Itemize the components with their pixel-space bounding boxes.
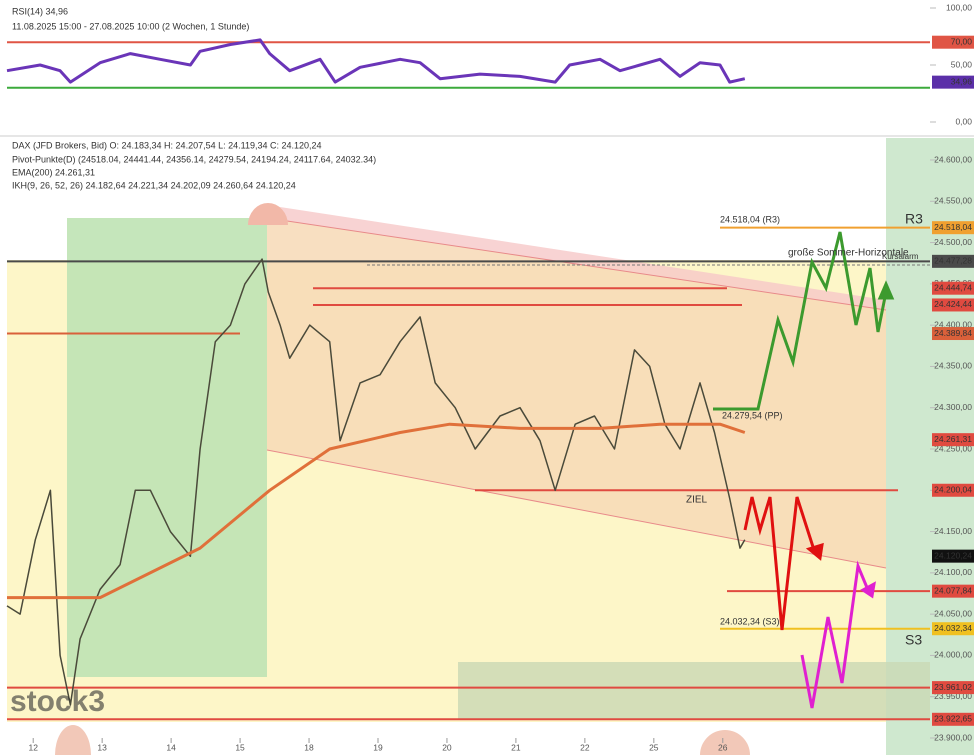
level-tag [932, 254, 974, 268]
legend-entry: 11.08.2025 15:00 - 27.08.2025 10:00 (2 W… [12, 21, 249, 31]
green-box [67, 218, 267, 677]
level-tag [932, 35, 974, 49]
x-tick-label: 13 [97, 742, 107, 752]
level-tag-label: 24.261,31 [934, 434, 972, 444]
level-tag [932, 221, 974, 235]
y-tick-label: 100,00 [946, 2, 972, 12]
y-tick-label: 0,00 [955, 116, 972, 126]
x-tick-label: 20 [442, 742, 452, 752]
level-tag-label: 70,00 [951, 36, 973, 46]
series-line [7, 422, 746, 600]
channel-top [267, 205, 886, 310]
level-tag-label: 34,96 [951, 76, 973, 86]
x-tick-label: 14 [166, 742, 176, 752]
x-tick-label: 12 [28, 742, 38, 752]
level-tag [932, 549, 974, 563]
annotation: Kursalarm [882, 252, 919, 261]
level-tag-label: 24.424,44 [934, 299, 972, 309]
y-tick-label: 24.250,00 [934, 443, 972, 453]
green-zone [886, 138, 974, 755]
arrowhead [805, 542, 824, 561]
level-tag-label: 24.389,84 [934, 328, 972, 338]
x-tick-label: 25 [649, 742, 659, 752]
level-tag-label: 23.922,65 [934, 714, 972, 724]
y-tick-label: 24.550,00 [934, 196, 972, 206]
level-tag-label: 24.032,34 [934, 623, 972, 633]
annotation: R3 [905, 211, 923, 227]
level-tag [932, 433, 974, 447]
annotation: 24.032,34 (S3) [720, 616, 780, 626]
series-line [6, 258, 746, 706]
projections [713, 231, 895, 709]
y-tick-label: 24.050,00 [934, 608, 972, 618]
level-tag-label: 24.120,24 [934, 550, 972, 560]
level-tag [932, 281, 974, 295]
y-tick-label: 24.600,00 [934, 154, 972, 164]
level-tag-label: 24.200,04 [934, 485, 972, 495]
x-tick-label: 22 [580, 742, 590, 752]
legend-entry: DAX (JFD Brokers, Bid) O: 24.183,34 H: 2… [12, 140, 322, 150]
red-projection [743, 496, 816, 631]
level-tag-label: 24.477,28 [934, 256, 972, 266]
green-projection [713, 231, 888, 411]
y-tick-label: 24.350,00 [934, 361, 972, 371]
y-tick-label: 23.950,00 [934, 691, 972, 701]
arrowhead [877, 280, 895, 300]
level-tag [932, 483, 974, 497]
x-tick-label: 18 [304, 742, 314, 752]
level-tag [932, 75, 974, 89]
legend-entry: RSI(14) 34,96 [12, 6, 68, 16]
level-tag [932, 298, 974, 312]
backgrounds [0, 135, 974, 755]
level-tag-label: 24.518,04 [934, 222, 972, 232]
series-line [6, 38, 746, 84]
level-tag [932, 681, 974, 695]
annotation: 24.518,04 (R3) [720, 214, 780, 224]
y-tick-label: 24.000,00 [934, 650, 972, 660]
level-tag-label: 24.444,74 [934, 282, 972, 292]
x-tick-label: 21 [511, 742, 521, 752]
circle-mark [248, 203, 288, 225]
watermark: stock3 [10, 685, 105, 718]
legend-entry: Pivot-Punkte(D) (24518.04, 24441.44, 243… [12, 154, 376, 164]
y-tick-label: 24.500,00 [934, 237, 972, 247]
annotation: 24.279,54 (PP) [722, 410, 783, 420]
legend-entry: EMA(200) 24.261,31 [12, 167, 95, 177]
x-tick-label: 26 [718, 742, 728, 752]
plot: 100,00 50,00 0,00 70,00 34,96 24.600,00 24.550… [6, 2, 974, 752]
y-tick-label: 24.150,00 [934, 526, 972, 536]
circle-mark [700, 730, 750, 755]
legend: RSI(14) 34,96 11.08.2025 15:00 - 27.08.2… [12, 6, 376, 190]
level-tag [932, 712, 974, 726]
channel-line [266, 217, 887, 311]
annotation: ZIEL [686, 495, 708, 506]
level-tag [932, 584, 974, 598]
y-tick-label: 50,00 [951, 59, 973, 69]
x-tick-label: 15 [235, 742, 245, 752]
y-tick-label: 23.900,00 [934, 732, 972, 742]
circle-mark [55, 725, 91, 755]
annotation: S3 [905, 632, 922, 648]
legend-entry: IKH(9, 26, 52, 26) 24.182,64 24.221,34 2… [12, 180, 296, 190]
annotations: 24.518,04 (R3) große Sommer-Horizontale … [10, 211, 923, 718]
arrowhead [860, 581, 876, 599]
y-tick-label: 24.300,00 [934, 402, 972, 412]
y-tick-label: 24.100,00 [934, 567, 972, 577]
y-tick-label: 24.400,00 [934, 319, 972, 329]
level-tag [932, 327, 974, 341]
channel-line [266, 449, 887, 569]
magenta-projection [800, 560, 870, 709]
x-tick-label: 19 [373, 742, 383, 752]
annotation: große Sommer-Horizontale [788, 248, 909, 259]
level-tag [932, 622, 974, 636]
level-tag-label: 24.077,84 [934, 585, 972, 595]
level-tag-label: 23.961,02 [934, 682, 972, 692]
support-zone [458, 662, 930, 720]
